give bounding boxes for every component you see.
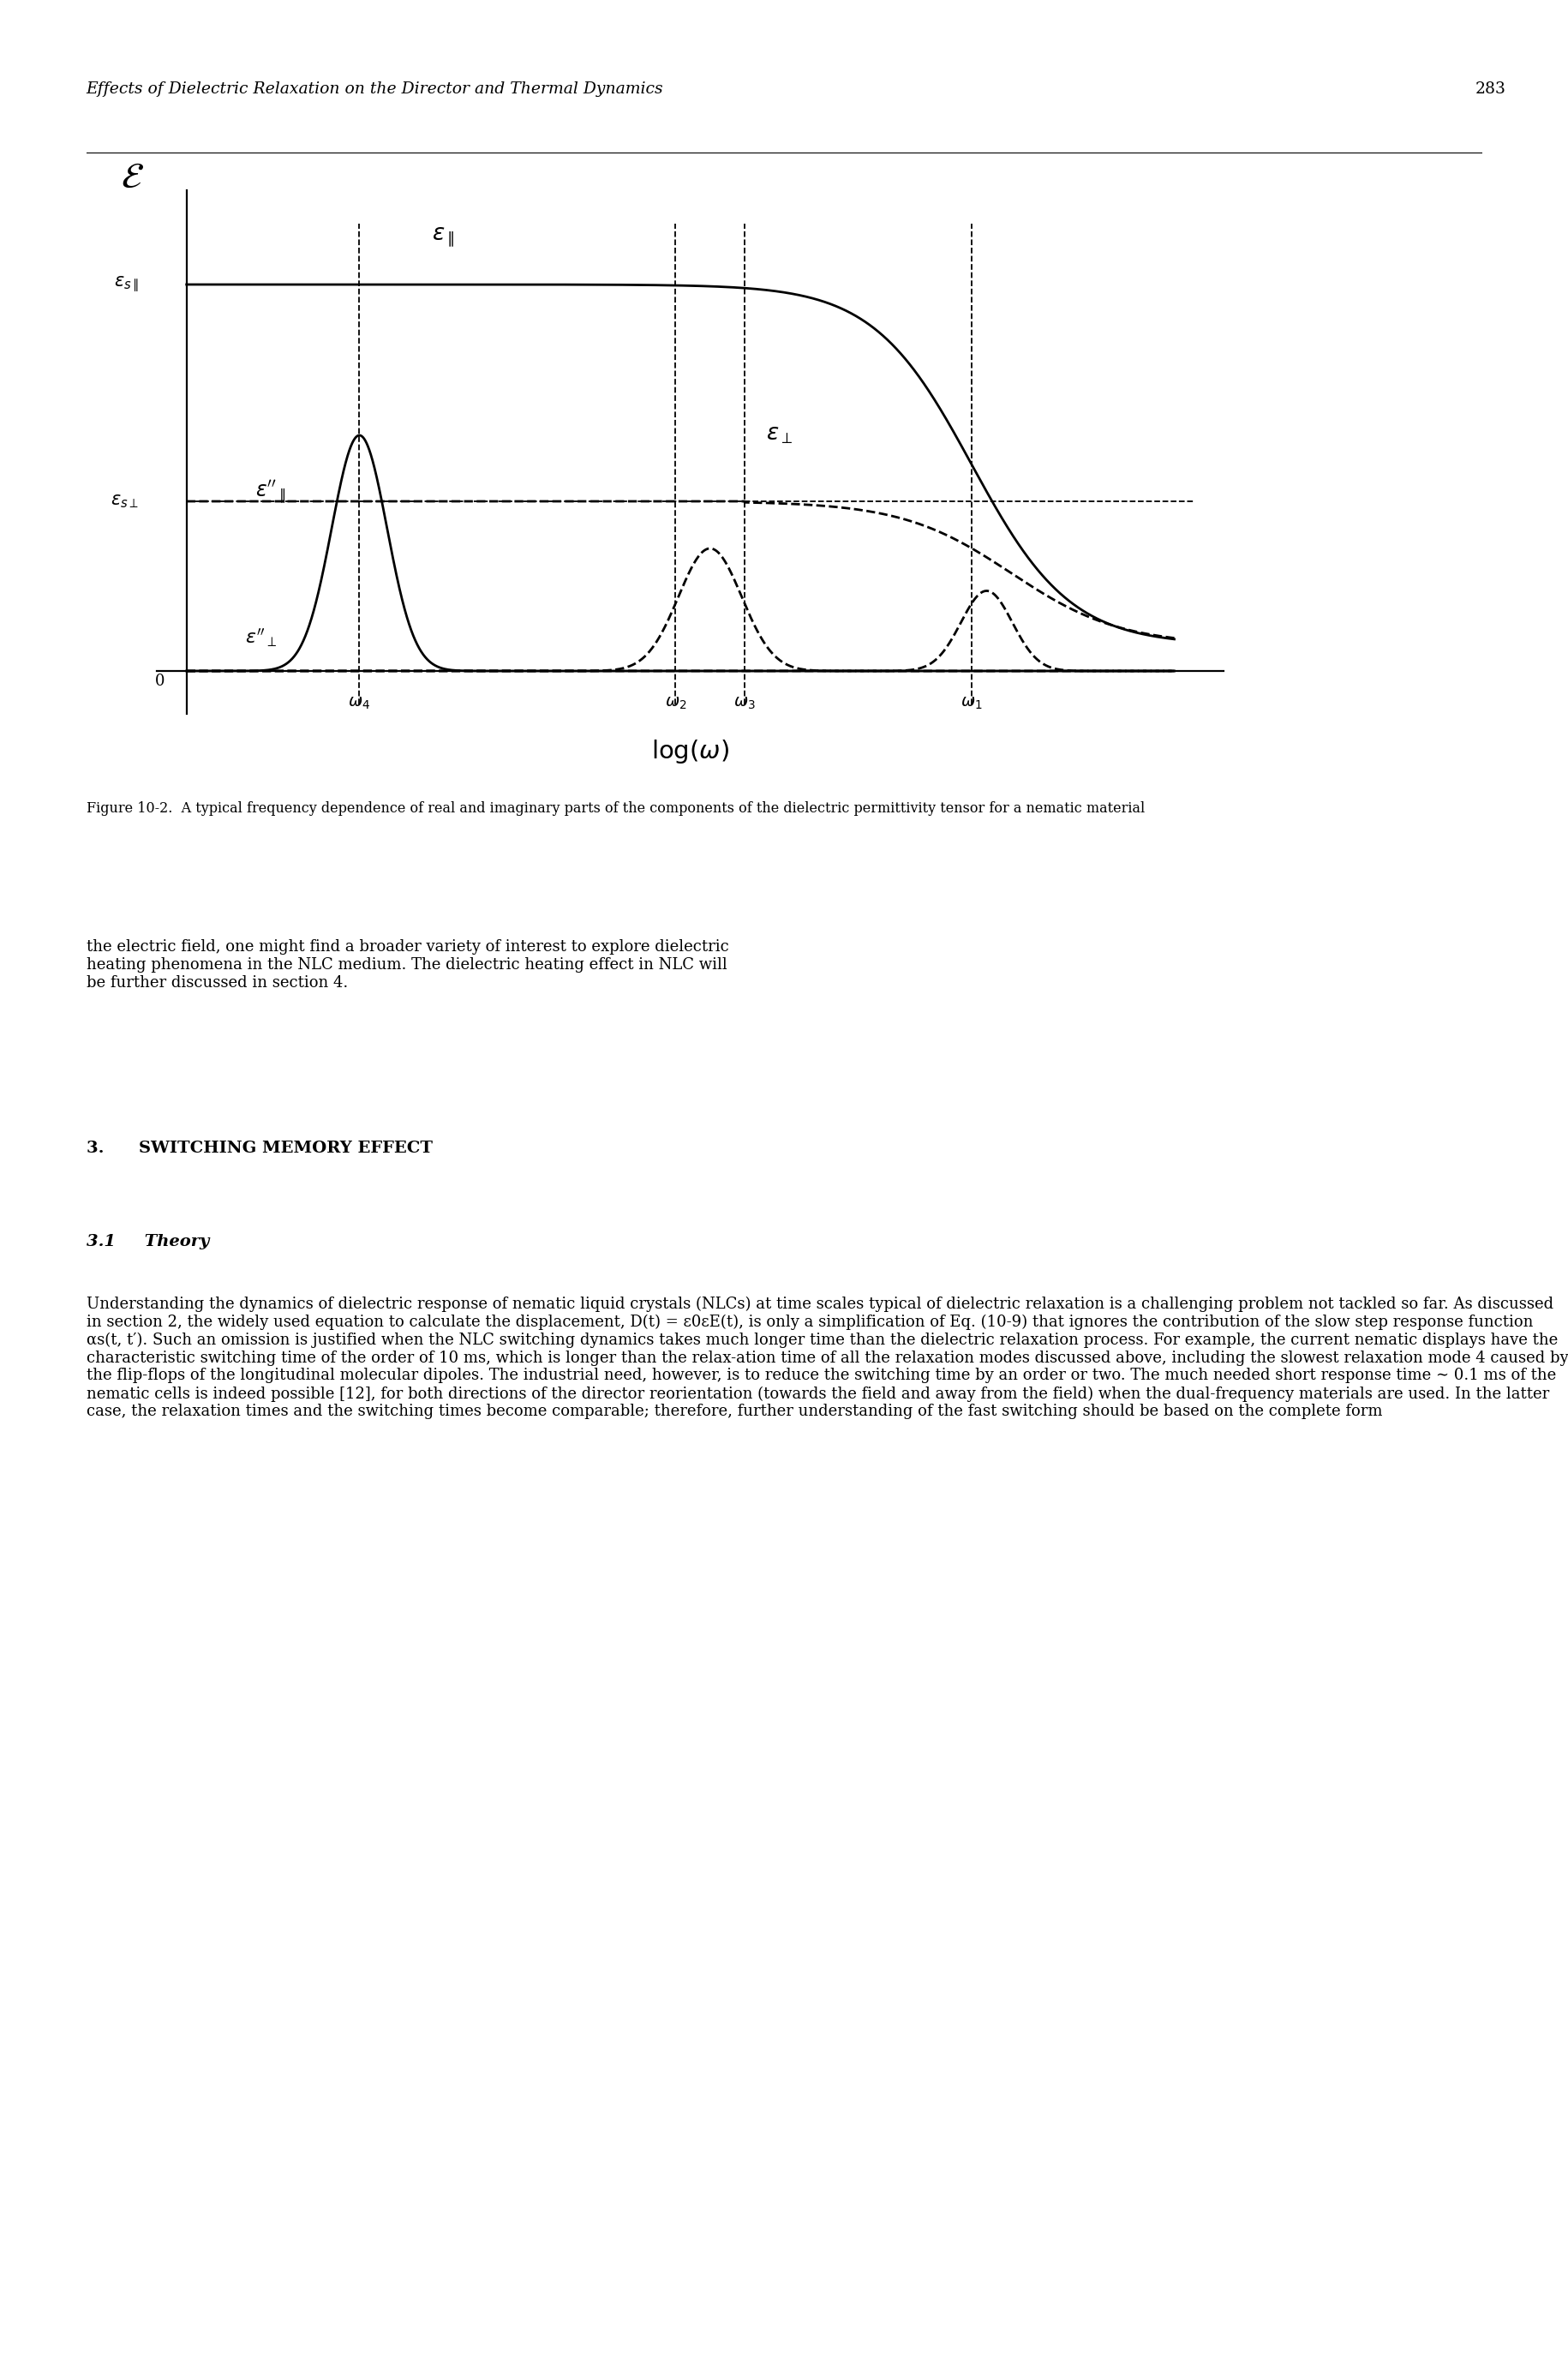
Text: $\varepsilon_{\perp}$: $\varepsilon_{\perp}$ <box>765 426 792 447</box>
Text: 3.1     Theory: 3.1 Theory <box>86 1234 209 1248</box>
Text: $\log(\omega)$: $\log(\omega)$ <box>651 737 729 766</box>
Text: $\mathcal{E}$: $\mathcal{E}$ <box>121 159 144 195</box>
Text: the electric field, one might find a broader variety of interest to explore diel: the electric field, one might find a bro… <box>86 939 728 989</box>
Text: $\omega_1$: $\omega_1$ <box>960 694 982 711</box>
Text: $\varepsilon''_{\parallel}$: $\varepsilon''_{\parallel}$ <box>256 478 285 507</box>
Text: $\omega_3$: $\omega_3$ <box>734 694 756 711</box>
Text: $\varepsilon_{s\perp}$: $\varepsilon_{s\perp}$ <box>111 492 140 509</box>
Text: Effects of Dielectric Relaxation on the Director and Thermal Dynamics: Effects of Dielectric Relaxation on the … <box>86 81 663 97</box>
Text: Figure 10-2.  A typical frequency dependence of real and imaginary parts of the : Figure 10-2. A typical frequency depende… <box>86 801 1145 816</box>
Text: 0: 0 <box>155 673 165 690</box>
Text: $\varepsilon''_{\perp}$: $\varepsilon''_{\perp}$ <box>245 628 276 649</box>
Text: $\omega_4$: $\omega_4$ <box>348 694 370 711</box>
Text: $\varepsilon_{s\parallel}$: $\varepsilon_{s\parallel}$ <box>114 276 140 295</box>
Text: 3.      SWITCHING MEMORY EFFECT: 3. SWITCHING MEMORY EFFECT <box>86 1141 433 1156</box>
Text: Understanding the dynamics of dielectric response of nematic liquid crystals (NL: Understanding the dynamics of dielectric… <box>86 1296 1568 1420</box>
Text: $\omega_2$: $\omega_2$ <box>665 694 687 711</box>
Text: $\varepsilon_{\parallel}$: $\varepsilon_{\parallel}$ <box>431 226 455 250</box>
Text: 283: 283 <box>1474 81 1505 97</box>
